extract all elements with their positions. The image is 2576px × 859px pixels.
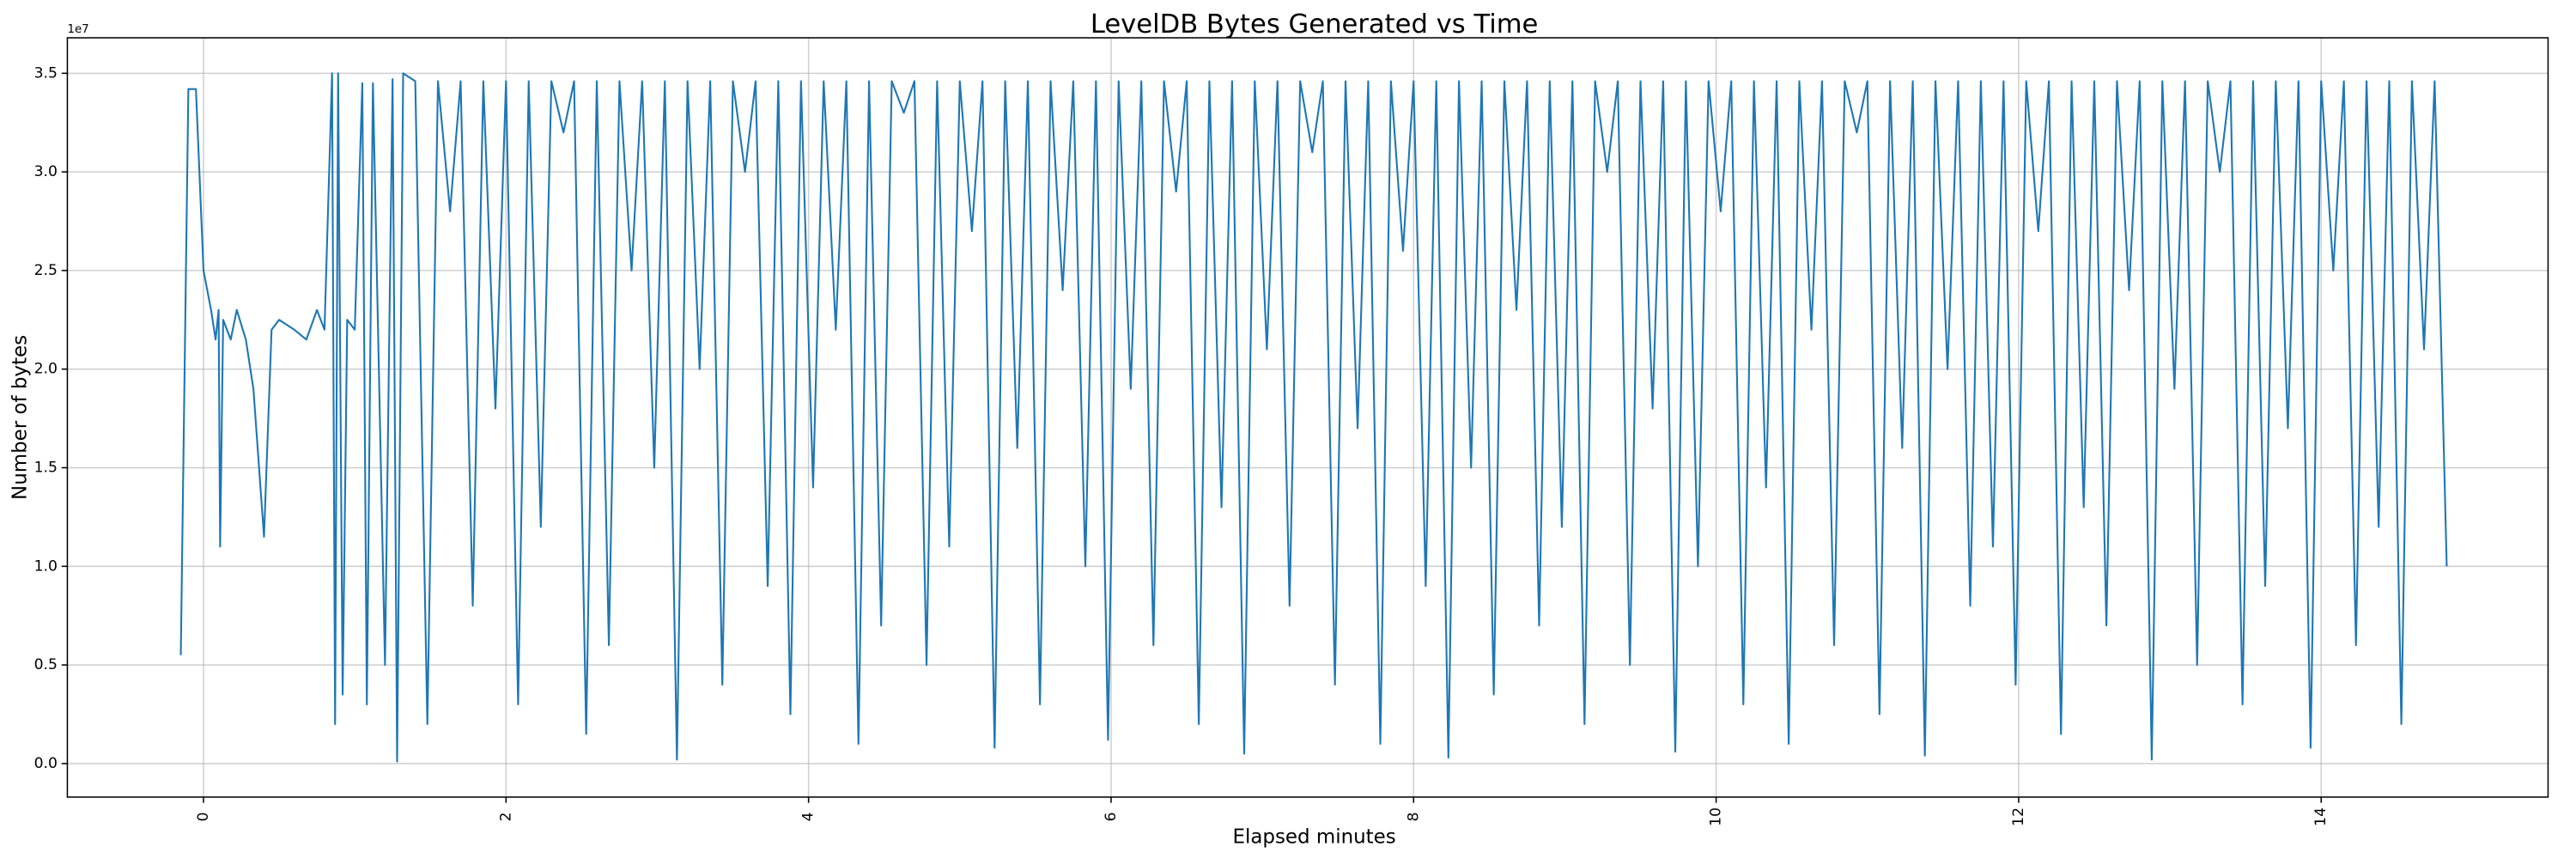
data-line <box>179 72 2448 763</box>
x-tick-label: 12 <box>2010 807 2027 826</box>
y-tick-label: 2.5 <box>34 262 58 279</box>
x-tick-label: 14 <box>2312 807 2330 826</box>
x-axis-label: Elapsed minutes <box>1232 825 1395 848</box>
x-tick-label: 8 <box>1405 812 1422 821</box>
y-tick-label: 3.5 <box>34 64 58 82</box>
x-tick-label: 0 <box>195 812 212 821</box>
x-tick-label: 6 <box>1103 812 1120 821</box>
y-tick-label: 2.0 <box>34 361 58 378</box>
plot-frame <box>66 37 2549 798</box>
y-tick-label: 3.0 <box>34 163 58 180</box>
chart-title: LevelDB Bytes Generated vs Time <box>1091 9 1539 40</box>
y-axis-label: Number of bytes <box>9 335 32 500</box>
x-tick-label: 4 <box>800 812 817 821</box>
y-tick-label: 1.0 <box>34 557 58 575</box>
x-tick-label: 10 <box>1708 807 1725 826</box>
y-tick-label: 0.5 <box>34 656 58 673</box>
y-offset-label: 1e7 <box>67 23 88 36</box>
y-tick-label: 1.5 <box>34 460 58 477</box>
x-tick-label: 2 <box>497 812 514 821</box>
y-tick-label: 0.0 <box>34 755 58 772</box>
